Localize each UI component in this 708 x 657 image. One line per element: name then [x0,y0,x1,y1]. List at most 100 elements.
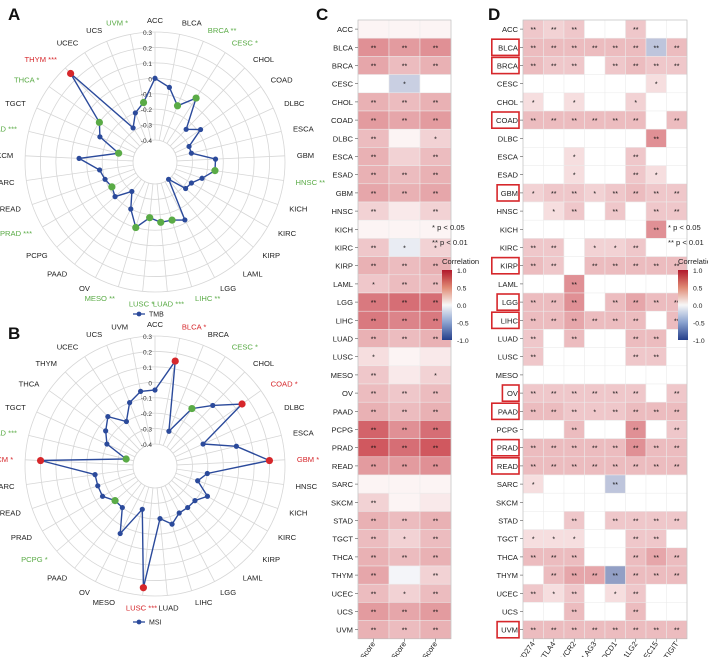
grid-spoke [160,486,193,591]
significance-mark: ** [674,318,680,325]
row-label: DLBC [498,134,519,143]
significance-mark: * [573,100,576,107]
heat-cell [645,19,667,39]
data-point-read [95,483,101,489]
significance-mark: ** [433,555,439,562]
significance-mark: ** [674,264,680,271]
significance-mark: * [532,100,535,107]
significance-mark: ** [674,45,680,52]
significance-mark: ** [371,246,377,253]
heat-cell [543,347,565,367]
grid-spoke [26,164,134,181]
row-label: KIRC [335,244,354,253]
grid-spoke [175,168,278,205]
heat-cell [584,74,606,94]
row-label: ACC [502,25,519,34]
data-point-laml [165,176,172,182]
grid-spoke [26,468,134,485]
significance-mark: ** [674,300,680,307]
panel-letter-b: B [8,324,20,343]
significance-mark: ** [674,519,680,526]
data-point-lusc [139,584,147,592]
row-label: SKCM [496,498,518,507]
significance-mark: ** [654,464,660,471]
data-point-lusc [146,214,154,222]
heat-cell [625,474,647,494]
data-point-blca [171,357,179,365]
significance-mark: ** [433,64,439,71]
heat-cell [584,19,606,39]
data-point-coad [238,400,246,408]
data-point-skcm [76,155,82,161]
significance-mark: ** [572,209,578,216]
category-label: LUSC * [129,299,154,308]
heat-cell [543,492,565,512]
significance-mark: * [655,173,658,180]
heat-cell [584,147,606,166]
row-label: LGG [337,298,353,307]
row-label: ESAD [497,171,518,180]
radial-tick-label: -0.2 [141,411,153,418]
significance-mark: ** [654,300,660,307]
row-label: LGG [502,298,518,307]
significance-mark: ** [551,191,557,198]
heat-cell [645,92,667,112]
significance-mark: ** [531,391,537,398]
grid-spoke [169,371,245,451]
significance-mark: ** [633,446,639,453]
row-label: PCPG [496,426,518,435]
grid-spoke [174,411,274,458]
significance-mark: * [593,191,596,198]
data-point-thym [67,69,75,78]
significance-mark: * [403,82,406,89]
heat-cell [563,219,585,239]
data-point-ucec [130,125,136,131]
heat-cell [388,492,421,512]
row-label: PCPG [331,426,353,435]
significance-mark: * [593,246,596,253]
significance-mark: ** [633,246,639,253]
heat-cell [522,492,544,512]
data-point-pcpg [111,497,119,505]
row-label: KIRP [500,262,518,271]
row-label: LUSC [498,353,519,362]
row-label: LUAD [498,335,519,344]
significance-mark: * [434,373,437,380]
significance-mark: ** [531,628,537,635]
significance-mark: ** [371,537,377,544]
radial-tick-label: 0.1 [143,61,152,68]
row-label: PRAD [497,444,519,453]
heat-cell [543,602,565,621]
radial-tick-label: -0.4 [141,138,153,145]
row-label: UVM [336,626,353,635]
significance-mark: * [634,100,637,107]
category-label: ESCA [293,125,315,134]
data-point-blca [166,84,172,90]
heat-cell [604,219,626,239]
category-label: STAD *** [0,429,17,438]
data-point-kirp [192,498,198,504]
category-label: LIHC [195,598,213,607]
heat-cell [543,219,565,239]
heat-cell [625,74,647,94]
heat-cell [563,256,585,276]
significance-mark: ** [592,573,598,580]
grid-spoke [176,164,284,181]
significance-mark: ** [551,409,557,416]
grid-spoke [36,107,136,154]
grid-spoke [162,41,204,142]
significance-mark: ** [402,318,408,325]
category-label: CESC * [232,343,258,352]
significance-mark: ** [433,318,439,325]
heat-cell [604,165,626,185]
significance-mark: ** [433,191,439,198]
radial-tick-label: -0.3 [141,123,153,130]
significance-mark: ** [531,64,537,71]
significance-mark: ** [531,45,537,52]
panel-letter-a: A [8,5,20,24]
row-label: KIRP [335,262,353,271]
data-point-dlbc [200,441,206,447]
grid-spoke [48,390,138,454]
significance-mark: ** [433,282,439,289]
heat-cell [666,602,688,621]
